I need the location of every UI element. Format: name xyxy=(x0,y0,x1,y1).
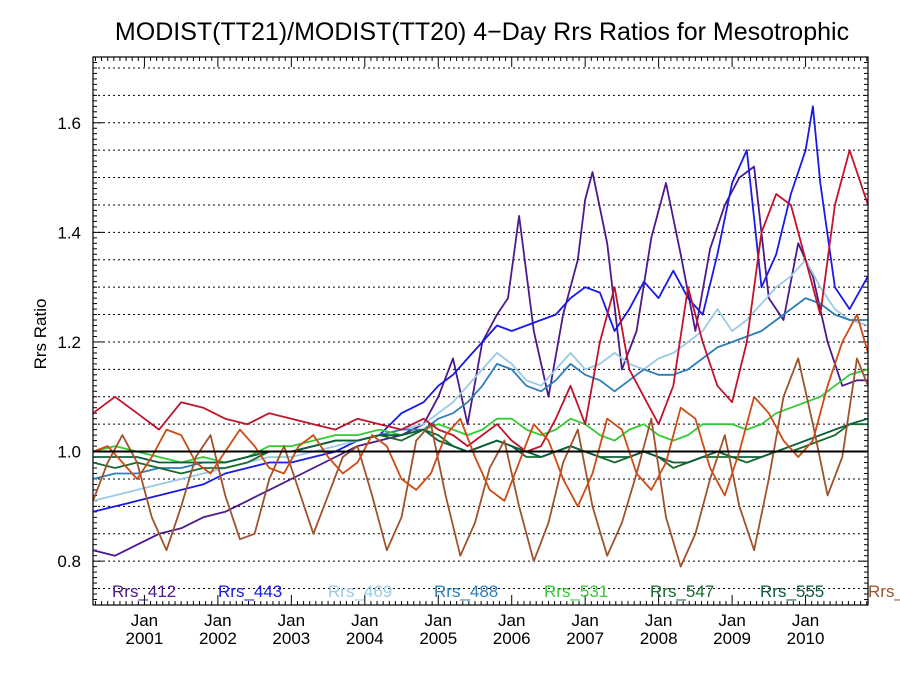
legend-item: Rrs_555 xyxy=(760,582,824,601)
x-tick-label-year: 2002 xyxy=(199,629,237,648)
y-tick-label: 1.0 xyxy=(57,443,81,462)
grid-lines xyxy=(93,67,868,590)
series-line-rrs_531 xyxy=(92,368,869,464)
legend-item: Rrs_ xyxy=(868,582,900,601)
series-line-rrs_667 xyxy=(92,357,869,568)
y-tick-label: 1.4 xyxy=(57,223,81,242)
y-tick-label: 1.6 xyxy=(57,114,81,133)
series-lines xyxy=(92,105,869,568)
legend-item: Rrs_547 xyxy=(650,582,714,601)
x-tick-label-year: 2003 xyxy=(272,629,310,648)
legend-item: Rrs_469 xyxy=(328,582,392,601)
y-tick-label: 1.2 xyxy=(57,333,81,352)
x-tick-label-year: 2009 xyxy=(713,629,751,648)
series-line-rrs_443 xyxy=(92,105,869,513)
x-tick-label-month: Jan xyxy=(718,611,745,630)
series-line-rrs_469 xyxy=(92,258,869,502)
y-tick-label: 0.8 xyxy=(57,552,81,571)
x-tick-label-month: Jan xyxy=(498,611,525,630)
legend-item: Rrs_443 xyxy=(218,582,282,601)
x-tick-label-year: 2005 xyxy=(419,629,457,648)
y-axis-label: Rrs Ratio xyxy=(31,299,50,370)
series-line-rrs_555 xyxy=(93,417,869,464)
x-tick-label-month: Jan xyxy=(204,611,231,630)
x-tick-label-month: Jan xyxy=(571,611,598,630)
x-tick-label-month: Jan xyxy=(351,611,378,630)
series-line-rrs_670o xyxy=(92,313,869,508)
legend: Rrs_412 Rrs_443 Rrs_469 Rrs_488 Rrs_531 Rrs_5… xyxy=(112,582,900,601)
x-tick-label-year: 2007 xyxy=(566,629,604,648)
x-tick-label-year: 2010 xyxy=(787,629,825,648)
axes: 0.81.01.21.41.6Jan2001Jan2002Jan2003Jan2… xyxy=(57,56,868,648)
x-tick-label-year: 2008 xyxy=(640,629,678,648)
x-tick-label-month: Jan xyxy=(645,611,672,630)
plot-frame xyxy=(92,56,869,606)
x-tick-label-month: Jan xyxy=(425,611,452,630)
x-tick-label-month: Jan xyxy=(792,611,819,630)
series-line-rrs_547 xyxy=(92,423,868,475)
series-line-rrs_412 xyxy=(92,165,868,557)
legend-item: Rrs_531 xyxy=(544,582,608,601)
legend-item: Rrs_488 xyxy=(434,582,498,601)
x-tick-label-year: 2004 xyxy=(346,629,384,648)
series-line-rrs_670r xyxy=(92,149,869,453)
x-tick-label-month: Jan xyxy=(278,611,305,630)
x-tick-label-year: 2006 xyxy=(493,629,531,648)
x-tick-label-month: Jan xyxy=(131,611,158,630)
chart-title: MODIST(TT21)/MODIST(TT20) 4−Day Rrs Rati… xyxy=(115,18,849,46)
x-tick-label-year: 2001 xyxy=(126,629,164,648)
legend-item: Rrs_412 xyxy=(112,582,176,601)
